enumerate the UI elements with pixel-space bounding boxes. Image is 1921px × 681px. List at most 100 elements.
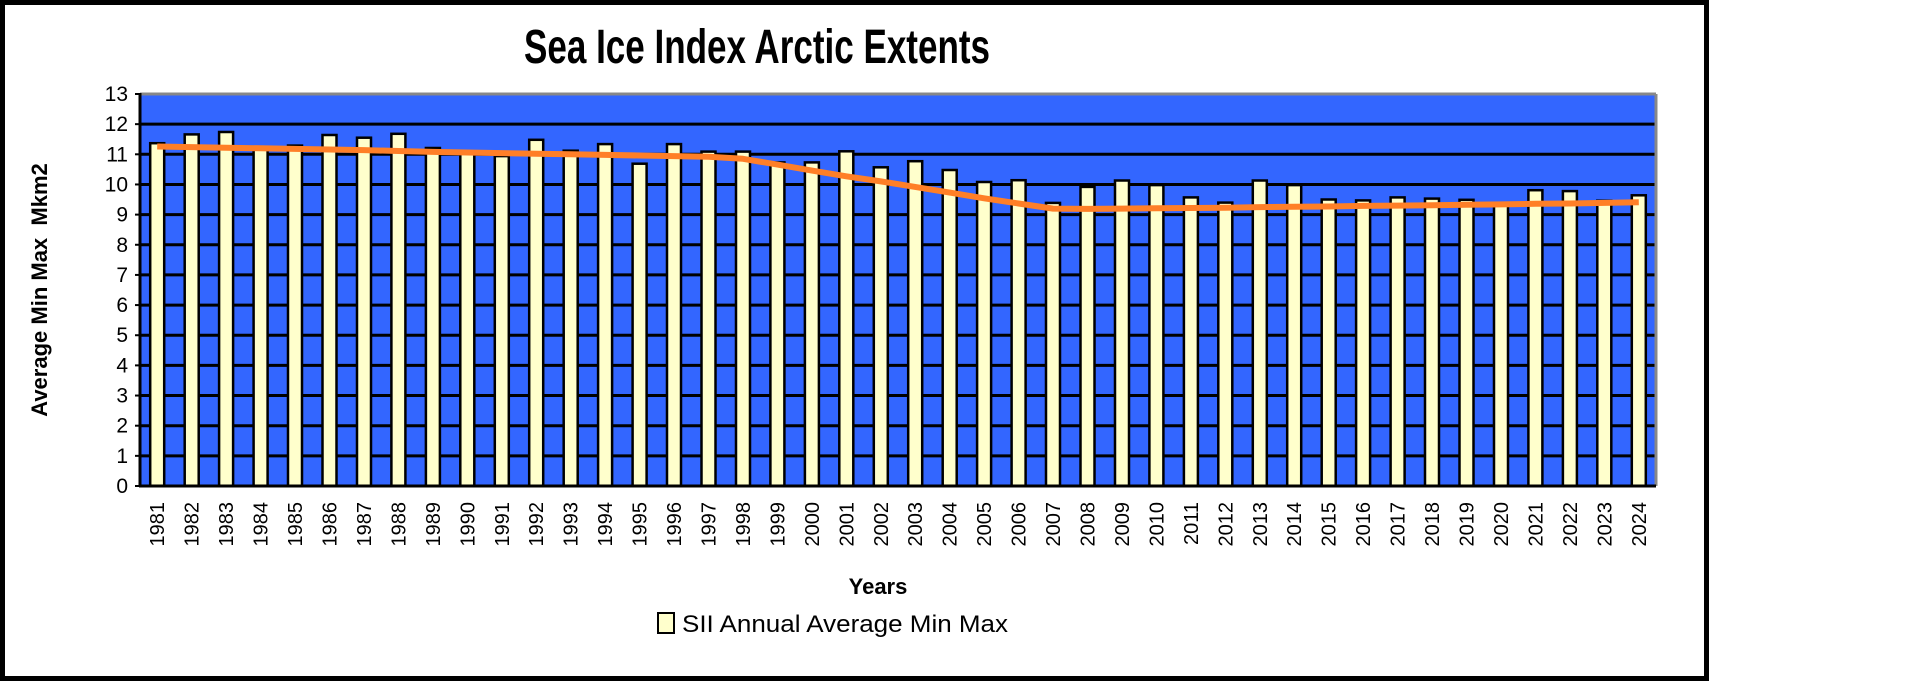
x-tick-label: 2006 <box>1009 502 1031 547</box>
bar-2009 <box>1113 179 1131 488</box>
bar-2007 <box>1044 201 1062 488</box>
x-tick-label: 1984 <box>251 502 273 547</box>
bar-1989 <box>424 146 442 488</box>
x-tick-label: 2001 <box>836 502 858 547</box>
bar-2022 <box>1561 189 1579 488</box>
y-tick-label: 1 <box>116 445 128 468</box>
x-tick-label: 1992 <box>526 502 548 547</box>
y-tick-label: 13 <box>105 83 128 106</box>
legend: SII Annual Average Min Max <box>657 611 1008 638</box>
x-tick-label: 2021 <box>1525 502 1547 547</box>
x-tick-label: 2019 <box>1457 502 1479 547</box>
bar-2001 <box>838 150 855 488</box>
y-tick-label: 9 <box>116 204 128 227</box>
y-tick-label: 7 <box>116 264 128 287</box>
bar-2004 <box>941 168 958 488</box>
bar-2024 <box>1630 194 1648 488</box>
x-tick-label: 2014 <box>1284 502 1306 547</box>
bar-2006 <box>1010 178 1027 488</box>
bar-1993 <box>562 149 579 488</box>
bar-2020 <box>1492 202 1510 488</box>
y-tick-label: 11 <box>106 143 128 166</box>
x-tick-label: 1986 <box>320 502 342 547</box>
x-tick-label: 2011 <box>1181 502 1203 545</box>
x-tick-label: 2020 <box>1491 502 1513 547</box>
bar-1997 <box>700 150 717 488</box>
x-tick-label: 2000 <box>802 502 824 547</box>
bar-1996 <box>665 142 683 488</box>
x-tick-label: 1987 <box>354 502 376 547</box>
x-tick-label: 1993 <box>561 502 583 547</box>
bar-1983 <box>217 130 235 488</box>
bar-2011 <box>1182 196 1200 488</box>
bar-2010 <box>1148 183 1165 488</box>
bar-1987 <box>355 136 373 488</box>
y-tick-label: 6 <box>116 294 128 317</box>
bar-1988 <box>390 132 407 488</box>
x-tick-label: 2022 <box>1560 502 1582 547</box>
x-tick-label: 2004 <box>940 502 962 547</box>
x-tick-label: 2009 <box>1112 502 1134 547</box>
x-tick-label: 1983 <box>216 502 238 547</box>
y-tick-label: 2 <box>116 415 128 438</box>
bar-2023 <box>1596 199 1613 488</box>
x-tick-label: 2015 <box>1319 502 1341 547</box>
x-tick-label: 1988 <box>388 502 410 547</box>
x-tick-label: 1996 <box>664 502 686 547</box>
bar-1985 <box>286 144 304 488</box>
x-tick-label: 1981 <box>147 502 169 547</box>
bar-1981 <box>148 141 166 488</box>
x-tick-label: 2018 <box>1422 502 1444 547</box>
y-axis-title: Average Min Max Mkm2 <box>27 163 52 417</box>
x-tick-label: 1985 <box>285 502 307 547</box>
bar-2021 <box>1527 188 1544 488</box>
bar-2015 <box>1320 198 1337 488</box>
x-tick-label: 2012 <box>1215 502 1237 547</box>
x-tick-label: 1990 <box>457 502 479 547</box>
x-tick-label: 1995 <box>630 502 652 547</box>
bar-1982 <box>183 133 200 488</box>
x-tick-label: 1989 <box>423 502 445 547</box>
bar-2008 <box>1079 185 1096 488</box>
bar-2005 <box>975 180 993 488</box>
y-tick-label: 3 <box>116 385 128 408</box>
x-tick-label: 2007 <box>1043 502 1065 547</box>
bar-1999 <box>769 161 786 488</box>
bar-2017 <box>1389 196 1406 488</box>
x-tick-label: 2017 <box>1388 502 1410 547</box>
x-tick-label: 1982 <box>182 502 204 547</box>
x-tick-label: 1997 <box>699 502 721 547</box>
bar-1992 <box>527 138 545 488</box>
bar-2012 <box>1217 201 1234 488</box>
legend-swatch <box>657 612 675 634</box>
x-tick-label: 2023 <box>1594 502 1616 547</box>
x-tick-label: 2008 <box>1078 502 1100 547</box>
x-tick-label: 1994 <box>595 502 617 547</box>
bar-2003 <box>906 159 924 488</box>
bar-2013 <box>1251 179 1269 488</box>
x-tick-label: 2013 <box>1250 502 1272 547</box>
trend-line <box>157 143 1639 212</box>
bar-2014 <box>1285 183 1303 488</box>
bar-2018 <box>1423 197 1441 488</box>
bar-2002 <box>872 166 890 488</box>
x-tick-labels: 1981 1982 1983 1984 1985 1986 1987 1988 1989 1990… <box>147 502 1651 547</box>
bar-1991 <box>493 154 511 488</box>
x-tick-label: 2010 <box>1146 502 1168 547</box>
bar-2019 <box>1458 198 1475 488</box>
bar-1995 <box>631 162 648 488</box>
bar-series <box>148 130 1648 488</box>
x-tick-label: 1998 <box>733 502 755 547</box>
x-tick-label: 2005 <box>974 502 996 547</box>
bar-2000 <box>803 161 821 488</box>
x-tick-label: 2024 <box>1629 502 1651 547</box>
bar-1984 <box>252 147 269 488</box>
x-tick-label: 2016 <box>1353 502 1375 547</box>
bar-1994 <box>596 142 614 488</box>
x-tick-label: 1999 <box>767 502 789 547</box>
legend-label: SII Annual Average Min Max <box>682 611 1008 638</box>
y-tick-label: 5 <box>116 324 128 347</box>
y-tick-label: 4 <box>116 354 128 377</box>
